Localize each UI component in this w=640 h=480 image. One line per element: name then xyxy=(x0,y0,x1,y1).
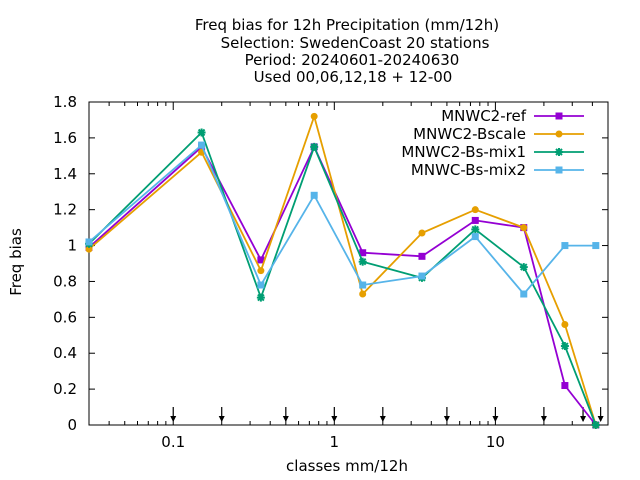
title-line-2: Selection: SwedenCoast 20 stations xyxy=(221,34,490,52)
legend-label: MNWC2-Bscale xyxy=(413,125,526,143)
x-tick-label: 10 xyxy=(486,433,505,451)
y-tick-label: 1 xyxy=(67,237,77,255)
data-point xyxy=(257,267,265,275)
data-point xyxy=(555,112,563,120)
y-axis-label: Freq bias xyxy=(7,228,25,296)
series-2 xyxy=(85,112,600,429)
plot-frame xyxy=(88,101,609,426)
y-tick-label: 1.2 xyxy=(53,201,77,219)
data-point xyxy=(561,382,569,390)
x-axis-label: classes mm/12h xyxy=(286,457,408,475)
data-point xyxy=(555,166,563,174)
data-point xyxy=(256,293,265,302)
data-point xyxy=(418,272,426,280)
data-point xyxy=(85,238,93,246)
title-line-4: Used 00,06,12,18 + 12-00 xyxy=(254,68,453,86)
data-point xyxy=(310,191,318,199)
data-point xyxy=(359,290,367,298)
data-point xyxy=(592,242,600,250)
data-point xyxy=(257,256,265,264)
data-point xyxy=(359,249,367,257)
y-tick-label: 0.4 xyxy=(53,344,77,362)
series-line xyxy=(88,113,597,426)
data-point xyxy=(471,233,479,241)
series-layer xyxy=(85,112,600,429)
y-tick-label: 1.4 xyxy=(53,165,77,183)
data-point xyxy=(471,206,479,214)
legend-entry: MNWC2-Bscale xyxy=(413,125,584,143)
x-tick-label: 0.1 xyxy=(161,433,185,451)
data-point xyxy=(560,342,569,351)
data-point xyxy=(555,130,563,138)
class-marker-arrow xyxy=(597,407,604,422)
data-point xyxy=(358,257,367,266)
title-line-3: Period: 20240601-20240630 xyxy=(245,51,460,69)
y-tick-label: 0.2 xyxy=(53,380,77,398)
data-point xyxy=(561,321,569,329)
data-point xyxy=(418,229,426,237)
y-axis: 0 0.2 0.4 0.6 0.8 1 1.2 1.4 1.6 1.8 xyxy=(53,93,608,434)
x-axis: 0.1 1 10 xyxy=(88,102,609,451)
data-point xyxy=(85,245,93,253)
legend-entry: MNWC2-ref xyxy=(441,107,584,125)
class-marker-arrow xyxy=(540,407,547,422)
class-marker-arrow xyxy=(379,407,386,422)
data-point xyxy=(198,141,206,149)
class-marker-arrow xyxy=(331,407,338,422)
legend-label: MNWC2-ref xyxy=(441,107,526,125)
series-line xyxy=(88,143,596,296)
y-tick-label: 0 xyxy=(67,416,77,434)
data-point xyxy=(257,281,265,289)
y-tick-label: 0.6 xyxy=(53,308,77,326)
series-4 xyxy=(85,141,600,298)
class-marker-arrow xyxy=(282,407,289,422)
x-tick-label: 1 xyxy=(330,433,340,451)
legend-label: MNWC-Bs-mix2 xyxy=(411,161,526,179)
data-point xyxy=(471,216,479,224)
data-point xyxy=(519,263,528,272)
y-tick-label: 1.6 xyxy=(53,129,77,147)
legend-label: MNWC2-Bs-mix1 xyxy=(401,143,526,161)
y-tick-label: 1.8 xyxy=(53,93,77,111)
series-line xyxy=(88,144,597,426)
class-marker-arrow xyxy=(443,407,450,422)
class-marker-arrow xyxy=(170,407,177,422)
data-point xyxy=(310,142,319,151)
chart-title: Freq bias for 12h Precipitation (mm/12h)… xyxy=(195,16,499,86)
data-point xyxy=(359,281,367,289)
data-point xyxy=(197,128,206,137)
data-point xyxy=(555,148,563,156)
data-point xyxy=(561,242,569,250)
legend-entry: MNWC-Bs-mix2 xyxy=(411,161,584,179)
data-point xyxy=(520,290,528,298)
data-point xyxy=(520,224,528,232)
data-point xyxy=(418,252,426,260)
y-tick-label: 0.8 xyxy=(53,272,77,290)
class-marker-arrow xyxy=(492,407,499,422)
legend-entry: MNWC2-Bs-mix1 xyxy=(401,143,584,161)
class-marker-arrow xyxy=(218,407,225,422)
data-point xyxy=(471,225,480,234)
data-point xyxy=(591,421,600,429)
data-point xyxy=(310,112,318,120)
title-line-1: Freq bias for 12h Precipitation (mm/12h) xyxy=(195,16,499,34)
class-markers xyxy=(170,407,604,422)
legend: MNWC2-refMNWC2-BscaleMNWC2-Bs-mix1MNWC-B… xyxy=(401,107,584,179)
